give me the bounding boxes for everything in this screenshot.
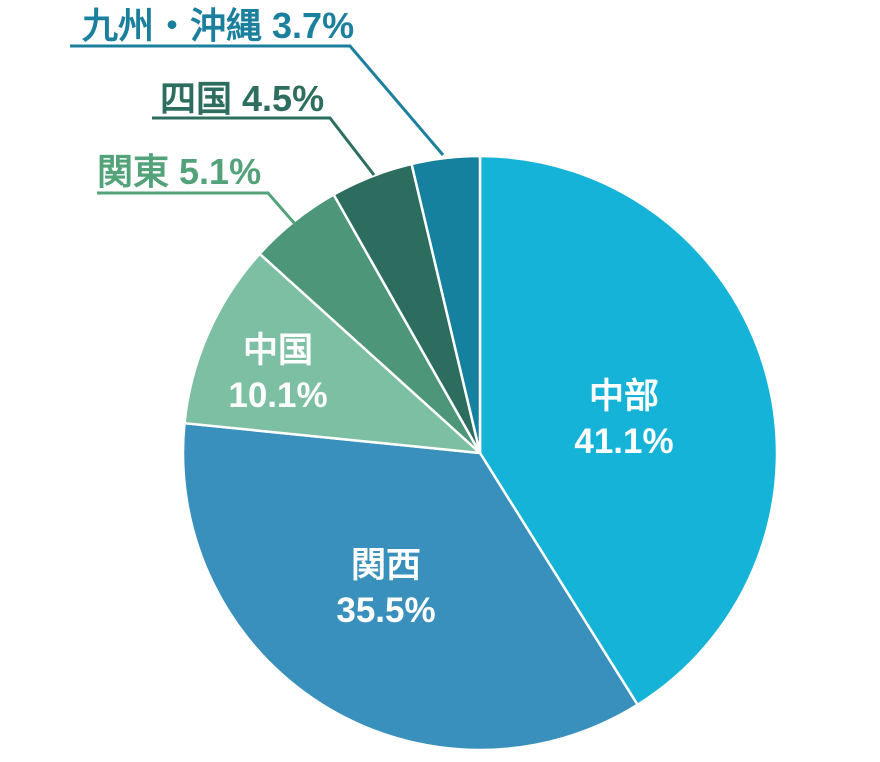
slice-percent-label-chugoku: 10.1% (228, 376, 327, 415)
pie-slice-kyushu-okinawa (410, 154, 482, 455)
slice-name-label-chugoku: 中国 (243, 331, 313, 370)
pie-slice-chugoku (183, 252, 482, 455)
callout-label-shikoku: 四国 4.5% (160, 78, 324, 119)
callout-labels: 関東 5.1% 四国 4.5% 九州・沖縄 3.7% (82, 5, 354, 192)
callout-name-kyushu-okinawa: 九州・沖縄 (82, 5, 262, 46)
callout-percent-shikoku: 4.5% (242, 78, 324, 119)
leader-line-kanto (97, 191, 297, 225)
callout-label-kyushu-okinawa: 九州・沖縄 3.7% (82, 5, 354, 46)
pie-slices (181, 154, 779, 752)
callout-name-shikoku: 四国 (160, 78, 232, 119)
leader-line-kyushu-okinawa (70, 44, 445, 156)
callout-label-kanto: 関東 5.1% (97, 151, 261, 192)
leader-line-shikoku (152, 116, 376, 176)
slice-percent-label-kansai: 35.5% (336, 591, 435, 630)
slice-name-label-chubu: 中部 (589, 377, 659, 416)
slice-name-label-kansai: 関西 (351, 546, 421, 585)
pie-slice-kansai (181, 421, 639, 752)
callout-percent-kyushu-okinawa: 3.7% (272, 5, 354, 46)
callout-percent-kanto: 5.1% (179, 151, 261, 192)
callout-name-kanto: 関東 (97, 151, 169, 192)
slice-percent-label-chubu: 41.1% (574, 422, 673, 461)
pie-slice-chubu (478, 154, 779, 707)
inside-slice-labels: 中部 41.1% 関西 35.5% 中国 10.1% (228, 331, 673, 630)
callout-leader-lines (70, 44, 445, 225)
